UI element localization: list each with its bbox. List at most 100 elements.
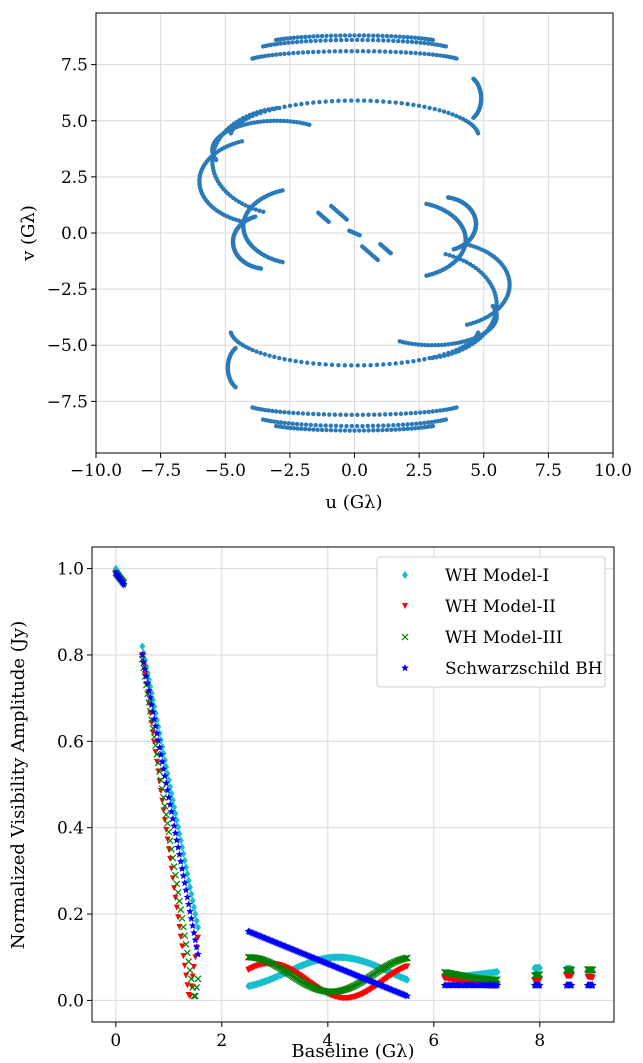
uv-point [318,38,323,43]
vis-points [112,564,597,1002]
uv-point [422,342,428,348]
uv-point [324,33,329,39]
uv-point [393,427,398,432]
uv-point [333,37,339,43]
uv-point [411,358,416,364]
uv-point [239,201,245,206]
uv-point [307,34,312,39]
uv-point [422,104,427,109]
vis-y-tick-label: 0.8 [57,646,84,666]
uv-point [291,426,297,431]
uv-point [253,207,259,212]
uv-point [290,40,295,45]
uv-point [295,35,300,40]
uv-point [293,102,298,108]
uv-point [271,118,277,123]
uv-point [437,108,442,113]
uv-point [418,40,423,45]
uv-point [349,363,354,368]
uv-point [376,423,381,428]
uv-point [387,99,392,105]
uv-point [355,363,360,368]
uv-point [291,50,296,56]
vis-y-axis-title: Normalized Visibility Amplitude (Jy) [8,621,29,950]
uv-point [409,341,415,347]
uv-point [371,412,377,417]
vis-point-x [164,819,171,827]
vis-point-star [182,886,190,894]
uv-point [366,33,371,38]
uv-point [311,100,316,105]
uv-point [374,98,380,104]
vis-point-star [175,850,184,858]
vis-point-star [142,672,151,680]
uv-point [450,254,456,259]
uv-point [405,34,410,40]
uv-point [393,49,398,55]
vis-point-x [156,768,163,775]
vis-point-x [182,940,190,948]
uv-point [246,346,252,351]
vis-point-diamond [191,903,198,912]
uv-point [268,118,273,124]
uv-point [397,34,402,39]
uv-point [450,112,455,117]
uv-point [342,428,348,433]
uv-point [300,411,306,416]
vis-point-x [403,954,411,962]
uv-point [328,428,334,433]
vis-point-star [186,907,194,915]
uv-point [349,98,354,103]
vis-point-x [589,966,597,974]
uv-point [442,353,447,358]
vis-point-star [567,981,576,989]
vis-point-diamond [180,849,187,858]
uv-point [375,33,381,38]
uv-point [411,102,416,108]
vis-point-x [183,949,191,957]
uv-point [429,343,435,348]
uv-point [324,427,329,433]
vis-point-star [403,992,412,1000]
uv-point [399,101,404,106]
vis-point-diamond [175,823,182,832]
vis-y-tick-label: 0.6 [57,732,84,752]
uv-point [430,423,436,429]
uv-point [258,109,264,114]
uv-point [388,412,393,417]
vis-point-x [194,975,202,983]
uv-point [288,119,293,124]
uv-point [281,118,287,124]
uv-point [413,342,418,347]
uv-point [361,98,367,103]
vis-point-triangle [404,963,411,970]
uv-point [396,38,401,44]
uv-point [408,50,414,55]
uv-point [244,114,249,119]
uv-point [464,260,470,265]
vis-point-star [172,836,181,844]
uv-point [299,34,304,40]
uv-point [319,427,325,433]
uv-point [338,412,343,417]
uv-point [339,37,344,43]
uv-point [355,98,360,103]
uv-point [280,259,285,265]
vis-point-star [192,943,201,951]
uv-point [303,422,309,427]
vis-point-star [151,722,160,730]
uv-point [247,112,253,118]
uv-point [377,49,382,54]
vis-point-star [191,935,200,944]
uv-point [349,37,355,43]
uv-point [366,49,371,54]
uv-point [214,157,219,163]
uv-point [439,342,445,348]
vis-point-x [170,863,178,870]
uv-point [342,98,348,103]
uv-point [408,411,414,416]
uv-point [393,34,398,39]
vis-point-x [568,966,576,974]
uv-point [352,33,357,38]
vis-point-star [167,807,176,815]
